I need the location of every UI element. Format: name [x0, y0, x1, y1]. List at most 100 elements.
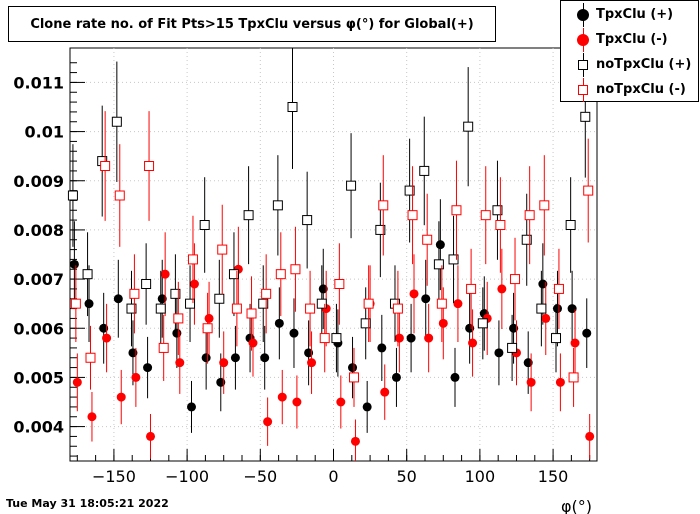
data-point-filled-circle: [172, 328, 182, 338]
data-point-filled-circle: [424, 333, 434, 343]
chart-title-text: Clone rate no. of Fit Pts>15 TpxClu vers…: [30, 16, 474, 32]
data-point-open-square: [433, 259, 444, 270]
legend-item-tpxclu-plus: TpxClu (+): [561, 3, 700, 27]
data-point-open-square: [419, 165, 430, 176]
data-point-open-square: [348, 372, 359, 383]
data-point-open-square: [231, 303, 242, 314]
data-point-open-square: [539, 200, 550, 211]
data-point-filled-circle: [201, 353, 211, 363]
data-point-open-square: [111, 116, 122, 127]
data-point-filled-circle: [453, 299, 463, 309]
legend-label: noTpxClu (+): [596, 57, 692, 72]
data-point-filled-circle: [350, 436, 360, 446]
data-point-open-square: [553, 283, 564, 294]
data-point-filled-circle: [72, 377, 82, 387]
data-point-filled-circle: [567, 304, 577, 314]
legend-marker-open-red: [578, 85, 588, 95]
data-point-open-square: [302, 215, 313, 226]
data-point-filled-circle: [204, 313, 214, 323]
data-point-open-square: [407, 210, 418, 221]
chart-title: Clone rate no. of Fit Pts>15 TpxClu vers…: [8, 6, 496, 42]
data-point-filled-circle: [391, 372, 401, 382]
data-point-filled-circle: [362, 402, 372, 412]
data-point-open-square: [480, 210, 491, 221]
data-point-open-square: [85, 352, 96, 363]
data-point-filled-circle: [494, 348, 504, 358]
data-point-filled-circle: [468, 338, 478, 348]
legend-label: noTpxClu (-): [596, 82, 686, 97]
y-tick-label: 0.011: [13, 73, 64, 92]
data-point-open-square: [202, 323, 213, 334]
data-point-filled-circle: [131, 372, 141, 382]
data-point-filled-circle: [187, 402, 197, 412]
data-point-filled-circle: [421, 294, 431, 304]
data-point-filled-circle: [263, 417, 273, 427]
data-point-open-square: [334, 279, 345, 289]
x-tick-label: 100: [465, 467, 496, 486]
x-tick-label: 0: [328, 467, 338, 486]
data-point-open-square: [448, 254, 459, 265]
data-point-open-square: [436, 298, 447, 309]
data-point-open-square: [228, 269, 239, 280]
legend: TpxClu (+) TpxClu (-) noTpxClu (+) noTpx…: [560, 0, 699, 102]
data-point-filled-circle: [274, 318, 284, 328]
data-marks: [67, 48, 595, 461]
legend-item-notpxclu-minus: noTpxClu (-): [561, 78, 700, 102]
data-point-filled-circle: [219, 358, 229, 368]
plot-frame: [69, 47, 598, 462]
data-point-open-square: [521, 234, 532, 245]
legend-item-tpxclu-minus: TpxClu (-): [561, 28, 700, 52]
data-point-open-square: [100, 161, 111, 171]
data-point-open-square: [331, 333, 342, 344]
legend-marker-filled-red: [577, 34, 589, 46]
data-point-open-square: [583, 185, 594, 196]
data-point-filled-circle: [582, 328, 592, 338]
y-tick-label: 0.01: [25, 123, 64, 142]
data-point-filled-circle: [538, 279, 548, 289]
data-point-filled-circle: [175, 358, 185, 368]
data-point-open-square: [173, 313, 184, 324]
data-point-open-square: [144, 161, 155, 171]
y-tick-label: 0.009: [13, 172, 64, 191]
data-point-open-square: [404, 185, 415, 196]
data-point-filled-circle: [87, 412, 97, 422]
data-point-filled-circle: [160, 269, 170, 279]
data-point-filled-circle: [260, 353, 270, 363]
data-point-filled-circle: [113, 294, 123, 304]
data-point-open-square: [495, 220, 506, 230]
data-point-open-square: [492, 205, 503, 216]
data-point-open-square: [214, 293, 225, 304]
y-tick-label: 0.004: [13, 418, 64, 437]
data-point-filled-circle: [128, 348, 138, 358]
data-point-filled-circle: [289, 328, 299, 338]
data-point-filled-circle: [277, 392, 287, 402]
data-point-open-square: [129, 288, 140, 299]
data-point-open-square: [536, 303, 547, 314]
data-point-open-square: [82, 269, 93, 280]
data-point-open-square: [287, 102, 298, 112]
data-point-open-square: [261, 288, 272, 299]
data-point-open-square: [246, 308, 257, 319]
data-point-filled-circle: [230, 353, 240, 363]
data-point-open-square: [70, 298, 81, 309]
data-point-filled-circle: [552, 304, 562, 314]
data-point-filled-circle: [555, 377, 565, 387]
data-point-open-square: [463, 121, 474, 132]
data-point-open-square: [305, 303, 316, 314]
data-point-filled-circle: [143, 363, 153, 373]
data-point-filled-circle: [84, 299, 94, 309]
y-tick-label: 0.006: [13, 319, 64, 338]
data-point-open-square: [466, 283, 477, 294]
data-point-open-square: [185, 298, 196, 309]
y-tick-label: 0.008: [13, 221, 64, 240]
data-point-open-square: [524, 210, 535, 221]
data-point-open-square: [275, 269, 286, 280]
data-point-open-square: [67, 190, 78, 201]
data-point-filled-circle: [146, 431, 156, 441]
data-point-filled-circle: [497, 284, 507, 294]
data-point-open-square: [507, 342, 518, 353]
x-tick-label: −50: [243, 467, 277, 486]
data-point-open-square: [141, 279, 152, 289]
x-axis-label: φ(°): [561, 497, 592, 514]
x-tick-label: −150: [92, 467, 136, 486]
